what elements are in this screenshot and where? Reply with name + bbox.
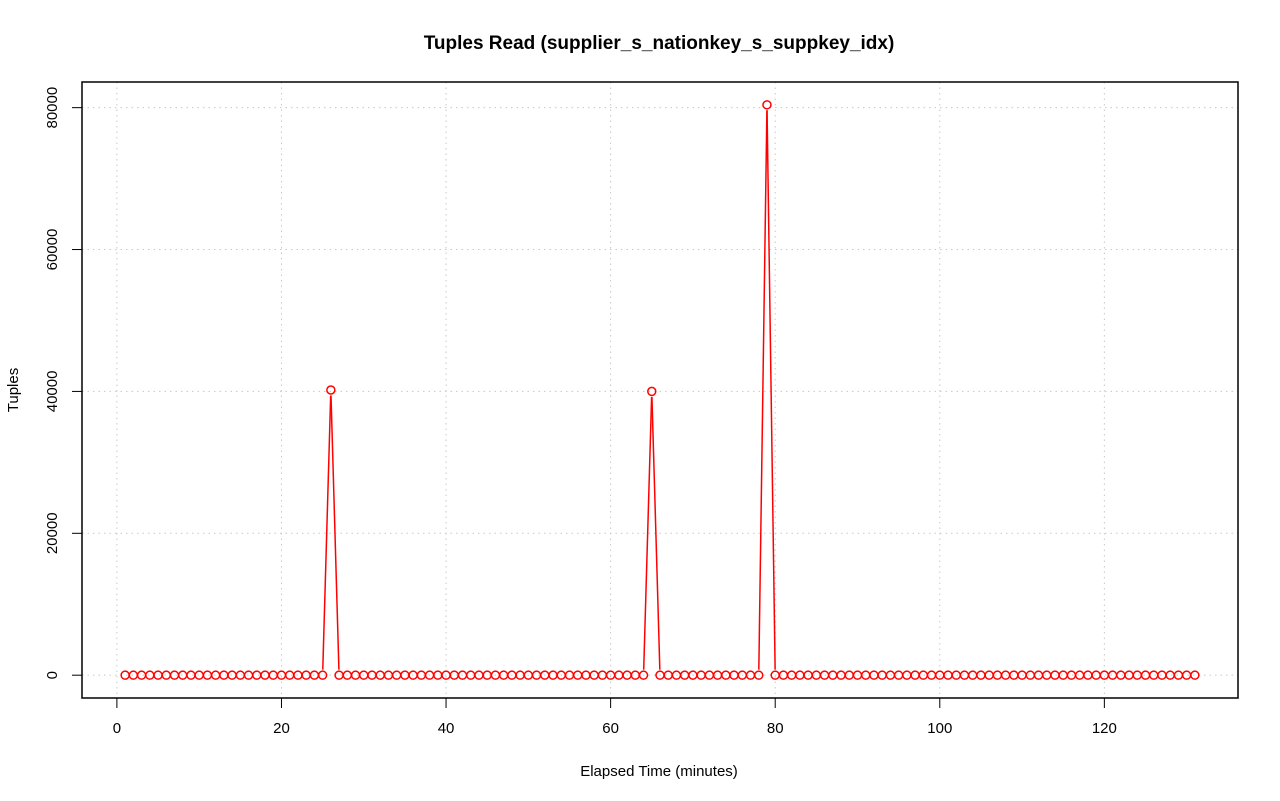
x-tick-label: 20 <box>273 720 290 737</box>
data-point <box>926 670 937 680</box>
data-point <box>202 670 213 680</box>
data-point <box>1190 670 1200 680</box>
data-point <box>1074 670 1085 680</box>
data-point <box>1124 670 1134 680</box>
data-point <box>1157 670 1167 680</box>
series-segment <box>758 110 768 670</box>
x-tick-label: 120 <box>1092 720 1117 737</box>
data-point <box>910 670 920 680</box>
data-point <box>1107 670 1118 680</box>
data-point <box>943 670 953 680</box>
data-point <box>1025 670 1036 680</box>
data-point <box>852 670 863 680</box>
series-segment <box>642 396 653 670</box>
data-point <box>1066 670 1077 680</box>
chart-title: Tuples Read (supplier_s_nationkey_s_supp… <box>424 33 895 54</box>
data-point <box>145 670 155 680</box>
x-axis: 0 20 40 60 80 100 120 <box>113 697 1117 737</box>
data-point <box>177 670 188 680</box>
data-point <box>1000 670 1011 680</box>
y-tick-label: 60000 <box>44 229 61 271</box>
data-point <box>918 670 929 680</box>
plot-frame <box>81 81 1239 699</box>
data-point <box>902 670 912 680</box>
data-point <box>951 670 961 680</box>
y-tick-label: 80000 <box>44 87 61 129</box>
data-point <box>992 670 1003 680</box>
series-tuples <box>120 100 1200 680</box>
data-point <box>1165 670 1175 680</box>
x-tick-label: 60 <box>602 720 619 737</box>
data-point <box>1083 670 1093 680</box>
y-tick-label: 0 <box>44 671 61 679</box>
grid <box>82 82 1238 698</box>
data-point <box>243 670 254 680</box>
data-point <box>959 670 970 680</box>
x-axis-title: Elapsed Time (minutes) <box>580 763 738 780</box>
data-point <box>161 670 172 680</box>
data-point <box>976 670 986 680</box>
y-tick-label: 20000 <box>44 512 61 554</box>
data-point <box>1042 670 1052 680</box>
data-point <box>136 670 147 680</box>
x-tick-label: 100 <box>927 720 952 737</box>
data-point <box>647 386 657 397</box>
data-point <box>317 670 328 680</box>
data-point <box>935 670 945 680</box>
data-point <box>120 670 130 680</box>
y-tick-label: 40000 <box>44 371 61 413</box>
series-segment <box>330 395 340 670</box>
data-point <box>1140 670 1151 680</box>
data-point <box>967 670 978 680</box>
data-point <box>885 670 896 680</box>
data-point <box>1116 670 1126 680</box>
data-point <box>753 670 764 680</box>
data-point <box>877 670 887 680</box>
data-point <box>128 670 139 680</box>
data-point <box>260 670 270 680</box>
data-point <box>1132 670 1143 680</box>
data-point <box>1058 670 1068 680</box>
data-point <box>1033 670 1044 680</box>
data-point <box>893 670 904 680</box>
data-point <box>227 670 237 680</box>
x-tick-label: 40 <box>438 720 455 737</box>
data-point <box>1009 670 1019 680</box>
data-point <box>186 670 196 680</box>
data-point <box>762 100 772 110</box>
data-point <box>1017 670 1027 680</box>
series-segment <box>766 110 776 670</box>
data-point <box>1050 670 1060 680</box>
x-tick-label: 0 <box>113 720 121 737</box>
data-point <box>1181 670 1192 680</box>
data-point <box>326 385 336 395</box>
data-point <box>1148 670 1159 680</box>
data-point <box>1099 670 1110 680</box>
data-point <box>194 670 204 680</box>
series-segment <box>651 396 661 670</box>
data-point <box>638 670 649 680</box>
data-point <box>1173 670 1184 680</box>
data-point <box>235 670 246 680</box>
y-axis: 0 20000 40000 60000 80000 <box>44 87 83 679</box>
data-point <box>219 670 229 680</box>
data-point <box>210 670 221 680</box>
data-point <box>984 670 994 680</box>
series-segment <box>322 395 332 670</box>
data-point <box>869 670 879 680</box>
data-point <box>169 670 180 680</box>
data-point <box>1091 670 1101 680</box>
y-axis-title: Tuples <box>5 368 22 412</box>
x-tick-label: 80 <box>767 720 784 737</box>
data-point <box>153 670 163 680</box>
